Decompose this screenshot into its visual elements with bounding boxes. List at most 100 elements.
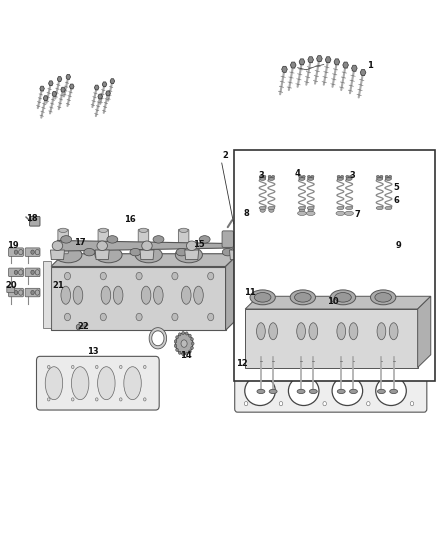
Text: 8: 8	[243, 209, 249, 218]
Ellipse shape	[231, 241, 242, 251]
Circle shape	[172, 313, 178, 321]
Ellipse shape	[179, 228, 188, 232]
Polygon shape	[418, 296, 431, 368]
Circle shape	[172, 272, 178, 280]
Ellipse shape	[297, 389, 305, 393]
Ellipse shape	[350, 389, 357, 393]
Circle shape	[178, 351, 181, 354]
Circle shape	[182, 332, 184, 335]
Ellipse shape	[337, 323, 346, 340]
Ellipse shape	[385, 177, 392, 180]
FancyBboxPatch shape	[235, 369, 427, 412]
Ellipse shape	[95, 247, 122, 263]
Circle shape	[191, 346, 193, 350]
Circle shape	[95, 398, 98, 401]
FancyBboxPatch shape	[9, 288, 23, 297]
Circle shape	[31, 290, 34, 295]
Ellipse shape	[268, 206, 275, 209]
Circle shape	[178, 333, 181, 336]
Circle shape	[31, 270, 34, 274]
Ellipse shape	[97, 241, 107, 251]
FancyBboxPatch shape	[25, 268, 40, 277]
Ellipse shape	[52, 241, 63, 251]
Ellipse shape	[181, 286, 191, 304]
Polygon shape	[43, 261, 51, 328]
Circle shape	[208, 313, 214, 321]
Ellipse shape	[59, 228, 67, 232]
Circle shape	[47, 398, 50, 401]
Ellipse shape	[337, 389, 345, 393]
Circle shape	[144, 366, 146, 368]
Polygon shape	[230, 250, 244, 260]
Ellipse shape	[272, 175, 275, 178]
Circle shape	[120, 398, 122, 401]
Circle shape	[182, 352, 184, 356]
Ellipse shape	[385, 206, 392, 209]
Ellipse shape	[254, 293, 271, 302]
Circle shape	[174, 340, 177, 343]
Ellipse shape	[297, 323, 305, 340]
Circle shape	[144, 398, 146, 401]
Circle shape	[189, 334, 191, 337]
FancyBboxPatch shape	[138, 229, 149, 254]
Circle shape	[76, 325, 81, 330]
Text: 6: 6	[394, 196, 399, 205]
Circle shape	[189, 350, 191, 353]
Circle shape	[100, 272, 106, 280]
Ellipse shape	[45, 367, 63, 400]
Circle shape	[31, 250, 34, 254]
Circle shape	[136, 272, 142, 280]
Circle shape	[176, 348, 178, 351]
Circle shape	[185, 332, 188, 335]
Text: 3: 3	[349, 171, 355, 180]
Ellipse shape	[307, 206, 314, 209]
Ellipse shape	[84, 248, 95, 256]
Ellipse shape	[268, 175, 271, 178]
Ellipse shape	[194, 286, 203, 304]
Circle shape	[71, 398, 74, 401]
Text: 20: 20	[5, 281, 17, 290]
Ellipse shape	[71, 367, 89, 400]
Ellipse shape	[376, 376, 406, 406]
Ellipse shape	[380, 175, 383, 178]
Polygon shape	[51, 254, 239, 266]
Ellipse shape	[311, 175, 314, 178]
Circle shape	[136, 313, 142, 321]
FancyBboxPatch shape	[29, 216, 40, 226]
Circle shape	[35, 270, 39, 275]
Text: 2: 2	[223, 151, 228, 160]
Polygon shape	[226, 254, 239, 330]
Circle shape	[244, 376, 248, 380]
Ellipse shape	[260, 177, 266, 180]
Ellipse shape	[250, 290, 276, 305]
Ellipse shape	[141, 286, 151, 304]
Ellipse shape	[346, 175, 349, 178]
Ellipse shape	[346, 206, 353, 209]
Ellipse shape	[298, 206, 305, 209]
Ellipse shape	[257, 323, 265, 340]
Ellipse shape	[294, 293, 311, 302]
Ellipse shape	[135, 247, 162, 263]
Circle shape	[14, 270, 18, 274]
Polygon shape	[51, 266, 226, 330]
Polygon shape	[245, 296, 431, 309]
Ellipse shape	[337, 206, 344, 209]
Ellipse shape	[176, 248, 187, 256]
Ellipse shape	[346, 177, 352, 180]
Polygon shape	[57, 240, 237, 251]
Ellipse shape	[61, 286, 71, 304]
FancyBboxPatch shape	[25, 248, 40, 256]
Circle shape	[279, 401, 283, 406]
Ellipse shape	[98, 367, 115, 400]
Text: 12: 12	[236, 359, 247, 368]
Ellipse shape	[199, 236, 210, 243]
Ellipse shape	[175, 247, 202, 263]
Text: 3: 3	[258, 171, 264, 180]
Ellipse shape	[335, 293, 351, 302]
Ellipse shape	[259, 206, 266, 209]
Ellipse shape	[337, 177, 343, 180]
Ellipse shape	[302, 175, 305, 178]
Circle shape	[35, 290, 39, 295]
FancyBboxPatch shape	[58, 229, 68, 254]
Ellipse shape	[288, 376, 319, 406]
